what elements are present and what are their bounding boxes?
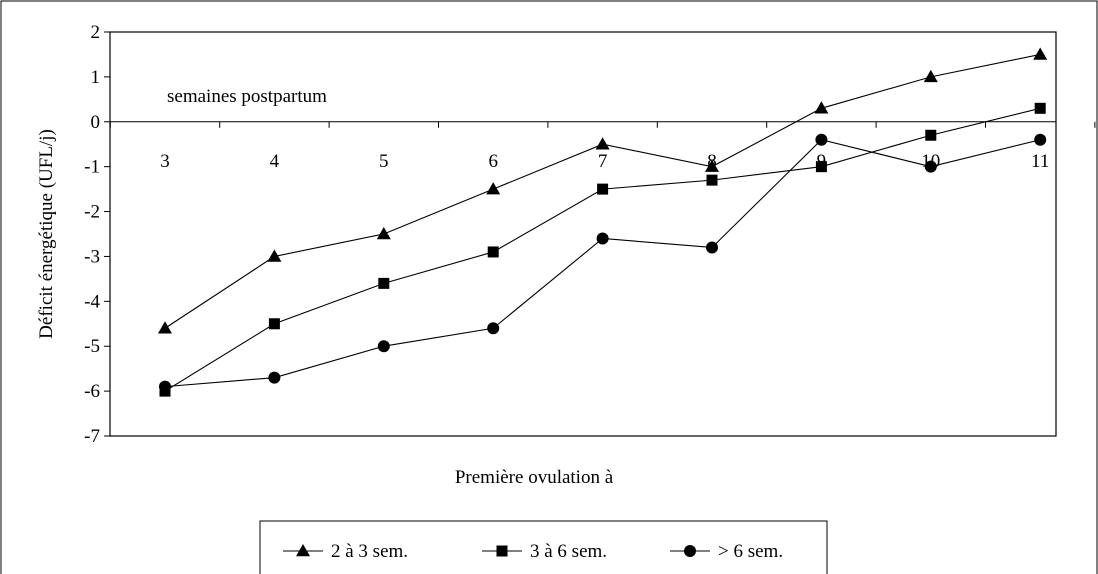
x-tick-label: 6 [488,151,498,172]
data-point-square [1034,102,1046,114]
x-axis-label: Première ovulation à [455,467,614,488]
data-point-triangle [376,227,391,240]
legend-label: > 6 sem. [718,541,783,562]
legend: 2 à 3 sem. 3 à 6 sem. > 6 sem. [259,520,828,574]
data-point-square [378,277,390,289]
x-tick-label: 5 [379,151,389,172]
data-point-triangle [486,182,501,195]
x-axis-caption: semaines postpartum [167,86,327,107]
data-point-triangle [267,249,282,262]
data-point-square [815,161,827,173]
data-point-circle [706,241,718,254]
data-point-triangle [595,137,610,150]
data-point-circle [377,340,390,353]
y-axis-label: Déficit énergétique (UFL/j) [36,129,57,339]
y-tick-label: 0 [91,112,101,133]
x-tick-label: 3 [160,151,170,172]
data-point-triangle [814,101,829,114]
series-3 [159,133,1047,393]
legend-item-3: > 6 sem. [670,541,783,562]
x-tick-label: 11 [1031,151,1049,172]
y-tick-label: 1 [91,67,101,88]
y-tick-label: -3 [84,246,100,267]
legend-label: 2 à 3 sem. [331,541,408,562]
data-point-circle [1034,133,1047,146]
legend-marker-circle [684,545,696,557]
x-tick-label: 4 [270,151,280,172]
data-point-circle [815,133,828,146]
data-point-circle [596,232,609,245]
legend-marker-triangle [296,544,310,557]
data-point-triangle [923,69,938,83]
y-tick-label: -1 [84,157,100,178]
y-tick-label: -6 [84,381,100,402]
legend-marker-square [496,545,508,557]
y-tick-label: -2 [84,202,100,223]
x-tick-label: 7 [598,151,608,172]
data-point-square [597,183,609,195]
y-tick-label: -5 [84,336,100,357]
data-point-circle [924,160,937,173]
series-layer [158,47,1048,397]
y-tick-label: 2 [91,22,101,43]
data-point-square [925,129,937,141]
data-point-triangle [705,159,719,172]
data-point-circle [268,371,281,384]
series-1 [158,47,1048,334]
legend-label: 3 à 6 sem. [530,541,607,562]
data-point-triangle [1033,47,1048,60]
data-point-square [268,318,280,330]
data-point-circle [159,380,171,393]
data-point-square [487,246,499,258]
y-axis: 2 1 0 -1 -2 -3 -4 -5 -6 -7 [84,22,110,447]
data-point-triangle [158,321,172,334]
y-tick-label: -4 [84,291,100,312]
data-point-square [706,174,718,186]
legend-item-2: 3 à 6 sem. [482,541,607,562]
data-point-circle [487,322,500,335]
plot-area-border [109,31,1057,437]
legend-box [259,520,828,574]
legend-item-1: 2 à 3 sem. [283,541,408,562]
y-tick-label: -7 [84,426,100,447]
